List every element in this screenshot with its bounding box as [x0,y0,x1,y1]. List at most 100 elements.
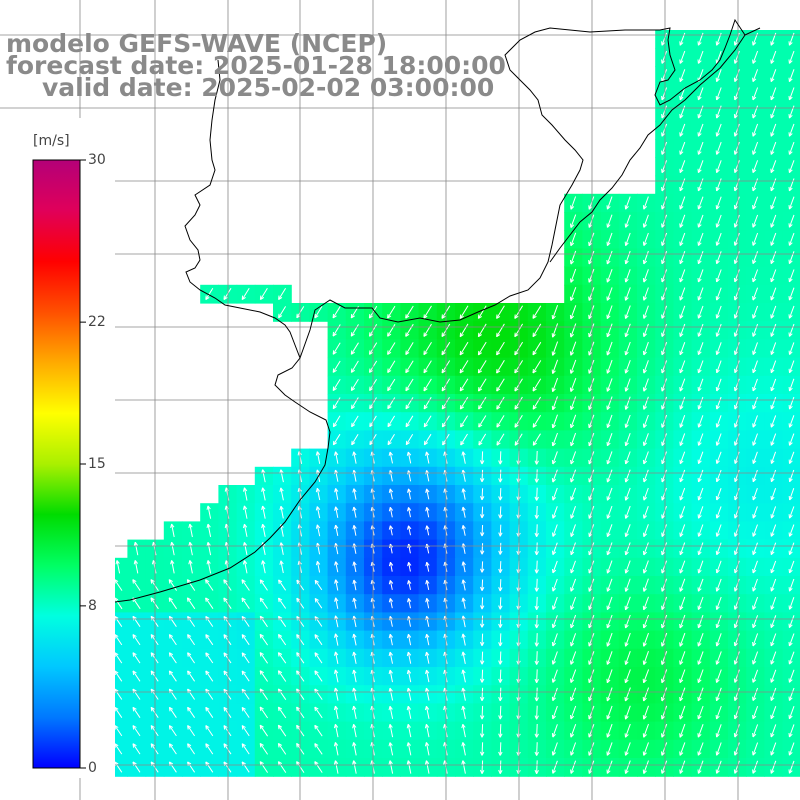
wind-arrow [332,306,341,319]
wind-arrow [624,378,631,392]
wind-arrow [715,178,722,192]
wind-arrow [752,50,759,64]
wind-arrow [588,432,595,447]
wind-arrow [461,723,466,738]
wind-arrow [606,651,613,665]
wind-arrow [570,578,577,592]
wind-arrow [334,451,339,464]
wind-arrow [624,760,631,774]
wind-arrow [424,742,430,756]
wind-arrow [588,378,595,392]
wind-arrow [788,69,795,83]
wind-arrow [697,232,704,246]
wind-arrow [642,250,649,265]
wind-arrow [168,670,177,682]
wind-arrow [314,306,323,319]
wind-arrow [425,451,430,464]
wind-arrow [752,724,759,738]
wind-arrow [733,232,740,246]
wind-arrow [424,723,430,738]
wind-arrow [132,579,141,591]
wind-arrow [697,269,704,283]
wind-arrow [259,706,269,719]
wind-arrow [551,323,559,338]
wind-arrow [588,396,595,411]
wind-arrow [332,378,341,392]
wind-arrow [661,414,668,428]
wind-arrow [170,523,175,538]
wind-arrow [624,360,631,374]
wind-arrow [534,560,539,574]
wind-arrow [679,141,686,155]
wind-arrow [532,360,542,374]
wind-arrow [425,687,430,701]
wind-arrow [679,651,686,665]
wind-arrow [606,469,613,483]
wind-arrow [697,342,704,356]
wind-arrow [679,524,686,537]
wind-arrow [606,214,613,228]
wind-arrow [715,123,722,137]
wind-arrow [752,488,758,501]
wind-arrow [406,651,412,664]
wind-arrow [552,506,558,519]
wind-arrow [770,687,777,701]
wind-arrow [570,250,577,265]
wind-arrow [480,579,485,591]
wind-arrow [697,451,704,465]
wind-arrow [752,469,758,483]
wind-arrow [661,378,668,392]
wind-arrow [788,742,795,756]
wind-arrow [624,542,631,556]
wind-arrow [334,651,339,664]
wind-arrow [661,360,668,374]
wind-arrow [168,615,177,627]
wind-arrow [460,433,468,446]
wind-arrow [697,487,704,501]
wind-arrow [425,579,430,591]
wind-arrow [734,524,740,537]
wind-arrow [498,724,503,738]
wind-arrow [425,561,430,572]
coastline [0,59,331,621]
wind-arrow [570,396,577,411]
wind-arrow [624,232,631,247]
wind-arrow [332,360,341,373]
wind-arrow [661,614,668,629]
wind-arrow [642,760,649,774]
wind-arrow [115,560,121,574]
wind-arrow [478,396,487,410]
wind-arrow [733,141,740,155]
wind-arrow [606,232,613,247]
wind-arrow [241,634,250,646]
wind-arrow [388,580,394,590]
wind-arrow [642,578,649,592]
wind-arrow [752,687,759,701]
wind-arrow [351,397,359,410]
wind-arrow [314,652,323,664]
wind-arrow [315,506,321,519]
wind-arrow [734,396,740,410]
wind-arrow [788,123,795,137]
wind-arrow [459,378,469,392]
wind-arrow [532,341,542,356]
wind-arrow [734,342,740,356]
wind-arrow [332,415,341,428]
wind-arrow [205,652,214,664]
wind-arrow [770,760,777,774]
wind-arrow [496,305,505,319]
wind-arrow [423,342,432,356]
wind-arrow [715,415,722,428]
wind-arrow [187,652,196,664]
wind-arrow [788,269,795,283]
wind-arrow [551,651,558,665]
wind-arrow [423,378,432,392]
wind-arrow [170,541,175,556]
wind-arrow [570,542,576,556]
wind-arrow [715,760,722,774]
wind-arrow [588,214,595,228]
wind-arrow [479,615,485,628]
wind-arrow [770,451,777,464]
wind-arrow [679,723,686,738]
wind-arrow [770,323,777,337]
